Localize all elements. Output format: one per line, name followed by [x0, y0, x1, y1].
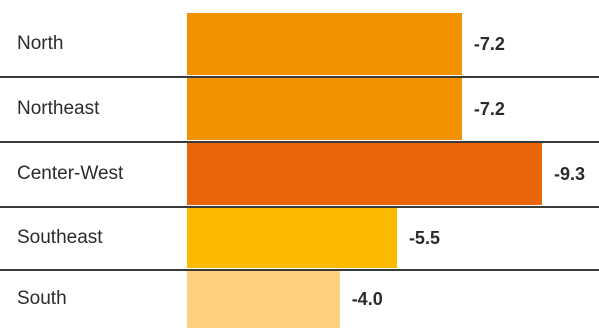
bar-north — [187, 13, 462, 75]
category-label: North — [17, 33, 64, 54]
value-label: -7.2 — [473, 99, 505, 119]
bar-southeast — [187, 208, 397, 268]
bar-south — [187, 270, 340, 328]
bar-center-west — [187, 142, 542, 205]
row-divider — [0, 206, 599, 208]
bar-northeast — [187, 78, 462, 140]
value-label: -7.2 — [473, 34, 505, 54]
row-divider — [0, 141, 599, 143]
category-label: Northeast — [17, 98, 100, 119]
category-label: South — [17, 288, 67, 309]
category-label: Center-West — [17, 162, 124, 184]
row-divider — [0, 76, 599, 78]
value-label: -5.5 — [408, 228, 440, 248]
row-divider — [0, 269, 599, 271]
value-label: -4.0 — [351, 289, 383, 309]
value-label: -9.3 — [554, 163, 586, 184]
category-label: Southeast — [17, 227, 103, 248]
